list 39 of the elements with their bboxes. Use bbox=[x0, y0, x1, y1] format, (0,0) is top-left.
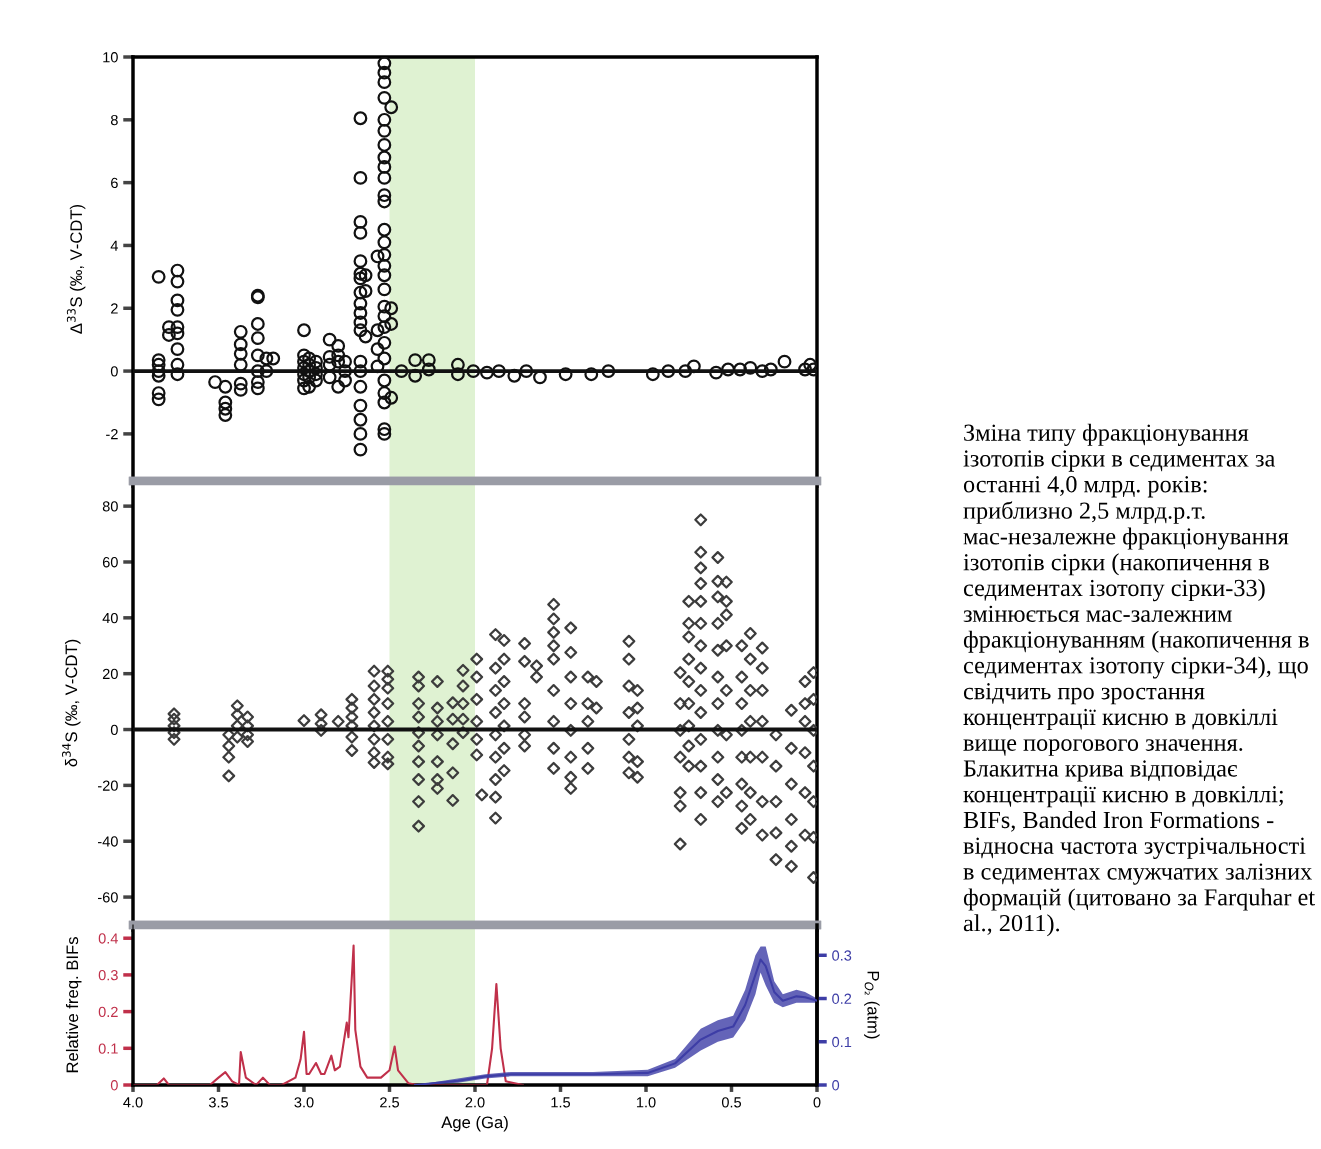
x-tick-label: 1.5 bbox=[551, 1097, 571, 1108]
y2-tick-label: 0.1 bbox=[832, 1036, 852, 1048]
y-tick-label: 2 bbox=[111, 303, 118, 314]
y-axis-title: Δ$^{33}$S (‰, V-CDT) bbox=[66, 204, 86, 334]
y-tick-label: 20 bbox=[102, 668, 118, 680]
y2-tick-label: 0.3 bbox=[832, 950, 852, 961]
y-tick-label: 0.4 bbox=[98, 933, 118, 944]
y-tick-label: -2 bbox=[106, 428, 118, 440]
x-axis-title: Age (Ga) bbox=[441, 1115, 508, 1132]
y-axis-title: δ$^{34}$S (‰, V-CDT) bbox=[62, 639, 81, 767]
y-tick-label: 0.1 bbox=[98, 1043, 118, 1054]
y-tick-label: 0 bbox=[110, 724, 118, 735]
y-tick-label: 80 bbox=[102, 501, 118, 512]
x-tick-label: 3.5 bbox=[208, 1097, 229, 1108]
y-tick-label: 0.3 bbox=[98, 970, 118, 981]
x-tick-label: 2.5 bbox=[380, 1097, 400, 1108]
y-tick-label: 40 bbox=[102, 612, 118, 624]
y2-tick-label: 0.2 bbox=[832, 993, 852, 1004]
y-tick-label: -20 bbox=[97, 780, 118, 791]
y-tick-label: 4 bbox=[110, 240, 118, 251]
x-tick-label: 1.0 bbox=[636, 1097, 656, 1108]
y-tick-label: 10 bbox=[103, 52, 118, 63]
x-tick-label: 2.0 bbox=[465, 1097, 485, 1108]
x-tick-label: 0.5 bbox=[721, 1097, 742, 1108]
y-tick-label: -40 bbox=[97, 836, 118, 847]
y-tick-label: 60 bbox=[102, 557, 118, 568]
x-tick-label: 4.0 bbox=[123, 1097, 143, 1108]
text: Зміна типу фракціонування ізотопів сірки в седиментах за останні 4,0 млрд. років: приблизно 2,5 млрд.р.т. мас-незалежне фракціонування ізотопів сірки (накопичення в седиментах ізотопу сірки-33) змінюється мас-залежним фракціонуванням (накопичення в седиментах ізотопу сірки-34), що свідчить про зростання концентрації кисню в довкіллі вище порогового значення. Блакитна крива відповідає концентрації кисню в довкіллі; BIFs, Banded Iron Formations - відносна частота зустрічальності в седиментах смужчатих залізних формацій (цитовано за Farquhar et al., 2011). bbox=[963, 423, 1315, 937]
x-tick-label: 0 bbox=[813, 1097, 821, 1108]
y2-tick-label: 0 bbox=[832, 1080, 840, 1091]
y-tick-label: 0 bbox=[110, 1080, 118, 1091]
y-tick-label: 6 bbox=[111, 177, 118, 189]
y-tick-label: 8 bbox=[110, 114, 118, 126]
x-tick-label: 3.0 bbox=[294, 1097, 314, 1108]
y-axis-title: Relative freq. BIFs bbox=[65, 937, 82, 1073]
y-tick-label: 0 bbox=[110, 366, 118, 377]
y2-axis-title: P$_{O₂}$ (atm) bbox=[864, 971, 880, 1039]
y-tick-label: -60 bbox=[97, 892, 118, 903]
y-tick-label: 0.2 bbox=[98, 1006, 118, 1018]
